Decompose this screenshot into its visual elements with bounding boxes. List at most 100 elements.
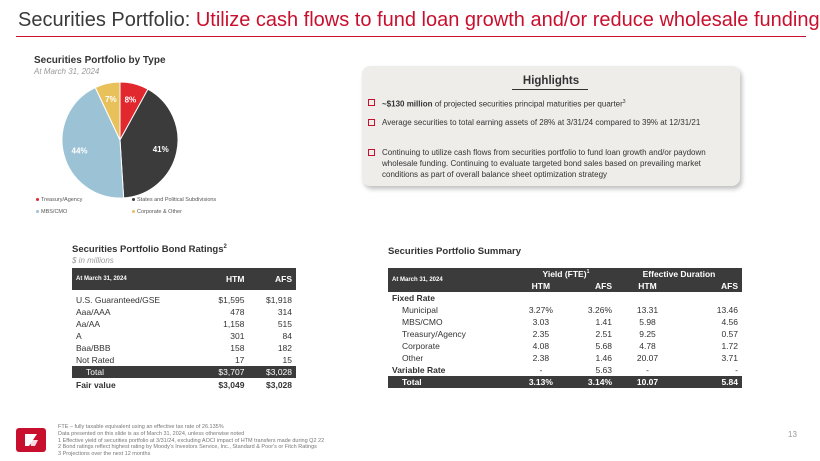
highlight-2-text: Average securities to total earning asse… [382,118,701,127]
row-duration-afs: 3.71 [721,353,738,363]
logo-mark-icon [25,434,38,446]
yield-htm-header: HTM [531,281,551,291]
row-duration-htm: 9.25 [639,329,656,339]
row-afs: $1,918 [266,295,292,305]
legend-item-corporate: Corporate & Other [132,209,182,215]
table-row: A 301 84 [72,330,296,342]
ratings-fair-value-row: Fair value $3,049 $3,028 [72,378,296,392]
title-part1: Securities Portfolio: [18,9,196,31]
footnote: FTE – fully taxable equivalent using an … [58,424,224,430]
total-yield-htm: 3.13% [515,376,566,388]
variable-duration-afs: - [735,365,738,375]
row-htm: $1,595 [218,295,245,305]
row-afs: 314 [277,307,292,317]
row-duration-afs: 1.72 [721,341,738,351]
table-row: Other 2.38 1.46 20.07 3.71 [388,352,742,364]
row-label: Treasury/Agency [402,329,466,339]
total-htm: $3,707 [200,366,249,378]
ratings-table: At March 31, 2024 HTM AFS U.S. Guarantee… [72,268,296,392]
highlights-box: Highlights ~$130 million of projected se… [362,66,740,186]
fair-value-htm: $3,049 [218,380,245,390]
table-row: Aa/AA 1,158 515 [72,318,296,330]
variable-duration-htm: - [646,365,649,375]
title-divider [16,36,806,37]
row-duration-afs: 13.46 [716,305,738,315]
total-label: Total [72,366,201,378]
table-row: Aaa/AAA 478 314 [72,306,296,318]
ratings-total-row: Total $3,707 $3,028 [72,366,296,378]
variable-rate-row: Variable Rate - 5.63 - - [388,364,742,376]
total-afs: $3,028 [248,366,296,378]
legend-label: States and Political Subdivisions [137,197,217,203]
row-yield-afs: 2.51 [595,329,613,339]
bullet-square-icon [368,119,375,126]
highlights-underline [512,89,588,90]
table-row: Treasury/Agency 2.35 2.51 9.25 0.57 [388,328,742,340]
ratings-title: Securities Portfolio Bond Ratings2 [72,244,227,255]
ratings-header-row: At March 31, 2024 HTM AFS [72,268,296,290]
row-duration-htm: 13.31 [636,305,659,315]
summary-total-row: Total 3.13% 3.14% 10.07 5.84 [388,376,742,388]
pie-slice-label: 7% [105,95,117,104]
footnote: 2 Bond ratings reflect highest rating by… [58,444,317,451]
row-yield-afs: 1.46 [595,353,613,363]
summary-header-duration: Effective Duration [642,269,716,279]
row-afs: 515 [277,319,292,329]
summary-title: Securities Portfolio Summary [388,246,522,257]
row-afs: 182 [277,343,292,353]
table-row: Corporate 4.08 5.68 4.78 1.72 [388,340,742,352]
pie-chart: 8% 41% 44% 7% [61,81,179,199]
pie-chart-subtitle: At March 31, 2024 [34,67,100,76]
row-htm: 158 [230,343,245,353]
row-label: A [76,331,82,341]
row-yield-afs: 1.41 [595,317,613,327]
legend-swatch [132,198,135,202]
table-row: MBS/CMO 3.03 1.41 5.98 4.56 [388,316,742,328]
fixed-rate-row: Fixed Rate [388,292,742,304]
row-afs: 84 [282,331,292,341]
row-yield-afs: 5.68 [595,341,613,351]
ratings-title-footnote: 2 [223,244,227,250]
row-label: U.S. Guaranteed/GSE [76,295,161,305]
legend-label: Corporate & Other [137,209,182,215]
pie-slice-label: 8% [125,96,137,105]
legend-item-mbs: MBS/CMO [36,209,67,215]
row-htm: 1,158 [223,319,245,329]
duration-afs-header: AFS [721,281,738,291]
row-label: Municipal [402,305,438,315]
row-yield-htm: 3.03 [532,317,550,327]
ratings-header-date: At March 31, 2024 [76,276,127,282]
row-duration-htm: 4.78 [639,341,656,351]
legend-swatch [36,210,39,214]
duration-htm-header: HTM [638,281,657,291]
footnotes: FTE – fully taxable equivalent using an … [58,424,324,458]
legend-label: Treasury/Agency [41,197,83,203]
row-duration-htm: 20.07 [636,353,659,363]
row-duration-htm: 5.98 [639,317,656,327]
pie-slice-label: 44% [72,146,88,155]
pie-chart-title: Securities Portfolio by Type [34,55,166,66]
highlight-bullet-2: Average securities to total earning asse… [368,117,712,128]
variable-yield-htm: - [539,365,543,375]
table-row: Municipal 3.27% 3.26% 13.31 13.46 [388,304,742,316]
summary-header-date: At March 31, 2024 [392,277,443,283]
row-htm: 301 [230,331,245,341]
highlights-title: Highlights [522,75,580,87]
highlight-3-text: Continuing to utilize cash flows from se… [382,148,706,179]
row-yield-afs: 3.26% [587,305,613,315]
total-duration-afs: 5.84 [679,376,742,388]
pie-slice-corporate [94,81,121,141]
row-label: Aa/AA [76,319,101,329]
fair-value-label: Fair value [76,380,116,390]
ratings-subtitle: $ in millions [72,256,114,265]
summary-header-row-1: At March 31, 2024 Yield (FTE)1 Effective… [388,268,742,283]
pie-slice-states [119,88,179,199]
ratings-header-htm: HTM [226,274,245,284]
row-label: Corporate [402,341,440,351]
variable-yield-afs: 5.63 [595,365,613,375]
row-htm: 478 [230,307,245,317]
highlight-bullet-1: ~$130 million of projected securities pr… [368,97,712,110]
highlight-1-text: of projected securities principal maturi… [432,99,623,109]
footnote: Data presented on this slide is as of Ma… [58,430,245,437]
row-yield-htm: 4.08 [532,341,550,351]
